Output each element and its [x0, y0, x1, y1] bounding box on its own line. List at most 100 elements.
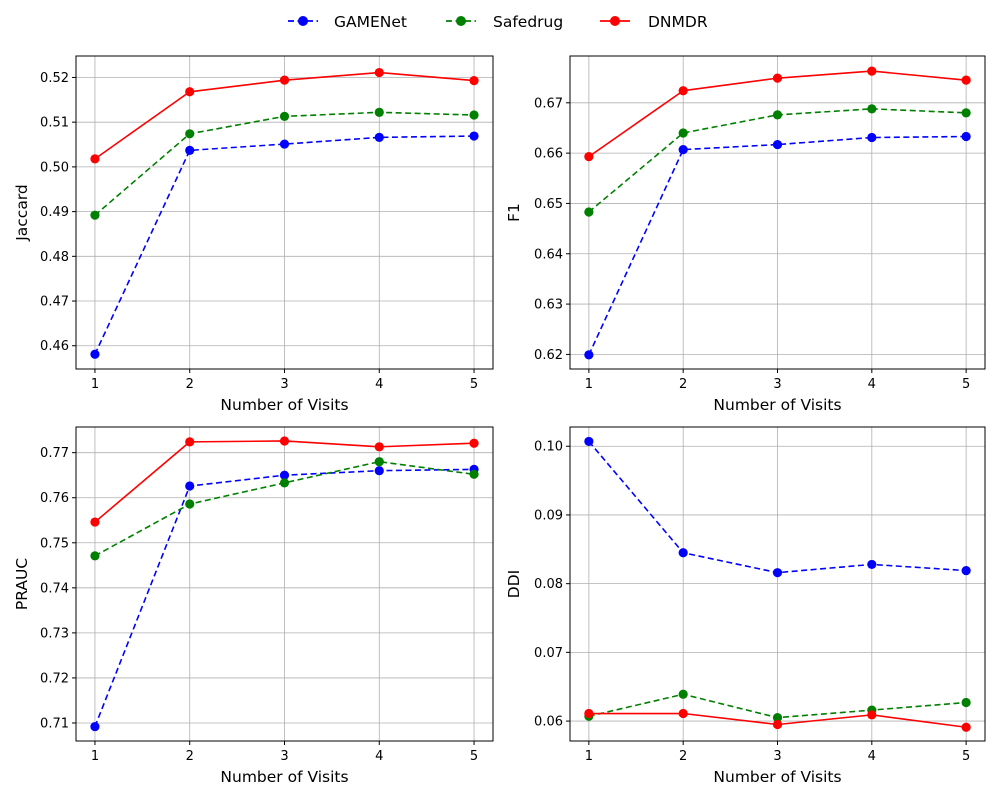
f1-point-safedrug-3 [772, 110, 783, 120]
jaccard-point-gamenet-3 [279, 139, 290, 149]
prauc-point-dnmdr-5 [469, 438, 479, 448]
jaccard-xlabel: Number of Visits [220, 396, 348, 414]
ddi-ytick-label-5: 0.10 [534, 440, 563, 455]
ddi-point-safedrug-2 [678, 689, 688, 699]
ddi-ytick-label-3: 0.08 [534, 577, 563, 592]
legend-marker-dnmdr [610, 16, 620, 26]
ddi-point-gamenet-4 [867, 559, 877, 570]
legend-label-gamenet: GAMENet [334, 13, 407, 31]
ddi-point-gamenet-5 [961, 566, 971, 576]
prauc-xtick-label-3: 3 [280, 749, 288, 764]
f1-grid [570, 56, 985, 369]
prauc-point-gamenet-3 [279, 470, 290, 480]
ddi-point-gamenet-3 [772, 568, 783, 578]
ddi-point-safedrug-5 [961, 697, 971, 708]
jaccard-ytick-label-5: 0.50 [40, 160, 69, 175]
ddi-ytick-label-1: 0.06 [534, 715, 563, 730]
legend-entry-dnmdr: DNMDR [600, 13, 708, 31]
prauc-point-safedrug-5 [469, 469, 479, 479]
legend-label-safedrug: Safedrug [493, 13, 563, 31]
jaccard-xtick-label-4: 4 [375, 377, 383, 392]
ddi-series-dnmdr [584, 708, 971, 732]
jaccard-ytick-label-6: 0.51 [40, 116, 69, 131]
jaccard-series-gamenet [90, 131, 479, 359]
ddi-chart: 1 2 3 4 5 0.06 0.07 0.08 0.09 0.10 Number of Visit… [505, 426, 986, 786]
prauc-xlabel: Number of Visits [220, 768, 348, 786]
ddi-point-dnmdr-1 [584, 708, 594, 719]
prauc-point-safedrug-4 [374, 457, 384, 467]
f1-point-dnmdr-4 [867, 66, 877, 76]
jaccard-ytick-label-7: 0.52 [40, 71, 69, 86]
prauc-point-safedrug-2 [185, 499, 195, 509]
ddi-xtick-label-3: 3 [773, 749, 781, 764]
prauc-ytick-label-1: 0.71 [40, 716, 69, 731]
ddi-ytick-label-2: 0.07 [534, 646, 563, 661]
f1-point-gamenet-2 [678, 144, 688, 155]
prauc-series-dnmdr [90, 436, 479, 527]
jaccard-ylabel: Jaccard [13, 184, 31, 242]
f1-xtick-label-4: 4 [868, 377, 876, 392]
f1-point-dnmdr-5 [961, 75, 971, 85]
jaccard-ytick-label-3: 0.48 [40, 250, 69, 265]
jaccard-point-safedrug-4 [374, 107, 384, 117]
jaccard-point-dnmdr-1 [90, 154, 100, 164]
jaccard-ytick-label-4: 0.49 [40, 205, 69, 220]
f1-point-gamenet-3 [772, 139, 783, 150]
ddi-xtick-label-1: 1 [585, 749, 593, 764]
ddi-xtick-label-5: 5 [962, 749, 970, 764]
f1-point-gamenet-1 [584, 350, 594, 360]
f1-chart: 1 2 3 4 5 0.62 0.63 0.64 0.65 0.66 0.67 Number of V… [505, 55, 986, 414]
jaccard-point-dnmdr-4 [374, 67, 384, 78]
prauc-ytick-label-3: 0.73 [40, 626, 69, 641]
f1-ytick-label-3: 0.64 [534, 247, 563, 262]
prauc-xtick-label-4: 4 [375, 749, 383, 764]
prauc-grid [76, 427, 493, 741]
f1-xtick-label-5: 5 [962, 377, 970, 392]
prauc-ytick-label-5: 0.75 [40, 536, 69, 551]
legend-marker-gamenet [298, 16, 308, 26]
ddi-point-dnmdr-2 [678, 708, 688, 719]
f1-series-gamenet [584, 131, 971, 360]
ddi-point-safedrug-3 [772, 713, 783, 723]
jaccard-point-gamenet-2 [185, 145, 195, 155]
prauc-xtick-label-2: 2 [186, 749, 194, 764]
prauc-series-safedrug [90, 457, 479, 561]
ddi-series-gamenet [584, 436, 971, 578]
jaccard-xtick-label-5: 5 [470, 377, 478, 392]
jaccard-series-safedrug [90, 107, 479, 220]
ddi-point-dnmdr-5 [961, 722, 971, 732]
prauc-point-dnmdr-2 [185, 437, 195, 447]
f1-xlabel: Number of Visits [713, 396, 841, 414]
ddi-ytick-label-4: 0.09 [534, 508, 563, 523]
jaccard-point-safedrug-3 [279, 111, 290, 121]
f1-ytick-label-2: 0.63 [534, 298, 563, 313]
ddi-xtick-label-4: 4 [868, 749, 876, 764]
prauc-ytick-label-2: 0.72 [40, 671, 69, 686]
prauc-xtick-label-5: 5 [470, 749, 478, 764]
f1-xtick-label-1: 1 [585, 377, 593, 392]
f1-ytick-label-5: 0.66 [534, 147, 563, 162]
ddi-point-gamenet-1 [584, 436, 594, 447]
f1-ytick-label-6: 0.67 [534, 96, 563, 111]
jaccard-chart: 1 2 3 4 5 0.46 0.47 0.48 0.49 0.50 0.51 0.52 Number … [13, 55, 494, 414]
f1-point-safedrug-4 [867, 104, 877, 114]
legend: GAMENet Safedrug DNMDR [288, 13, 708, 31]
prauc-chart: 1 2 3 4 5 0.71 0.72 0.73 0.74 0.75 0.76 0.77 Number … [13, 426, 494, 786]
prauc-point-dnmdr-3 [279, 436, 290, 446]
f1-point-safedrug-2 [678, 128, 688, 138]
jaccard-point-dnmdr-2 [185, 87, 195, 97]
f1-xtick-label-2: 2 [679, 377, 687, 392]
legend-marker-safedrug [456, 16, 466, 26]
ddi-point-dnmdr-4 [867, 710, 877, 720]
prauc-ytick-label-4: 0.74 [40, 581, 69, 596]
legend-label-dnmdr: DNMDR [648, 13, 708, 31]
ddi-ylabel: DDI [505, 570, 523, 598]
f1-point-dnmdr-2 [678, 86, 688, 96]
jaccard-point-gamenet-5 [469, 131, 479, 141]
jaccard-point-gamenet-4 [374, 132, 384, 142]
jaccard-point-safedrug-5 [469, 110, 479, 120]
jaccard-ytick-label-1: 0.46 [40, 339, 69, 354]
f1-series-dnmdr [584, 66, 971, 162]
prauc-point-gamenet-1 [90, 721, 100, 732]
jaccard-point-safedrug-2 [185, 129, 195, 139]
